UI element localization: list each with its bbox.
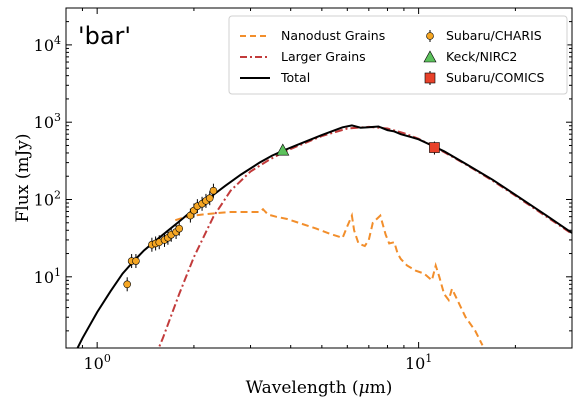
legend: Nanodust Grains Larger Grains Total Suba…: [228, 15, 568, 95]
data-point-subaru-charis: [175, 221, 184, 236]
data-point-subaru-charis: [205, 191, 214, 206]
series-line-nanodust-grains: [175, 207, 484, 346]
y-axis-label: Flux (mJy): [13, 134, 33, 223]
legend-marker-nirc2: [423, 50, 437, 63]
series-layer: [76, 124, 572, 348]
x-tick-label: 101: [405, 352, 432, 373]
legend-marker-charis: [426, 32, 434, 40]
data-point-subaru-charis: [209, 183, 218, 198]
y-tick-label: 103: [34, 111, 61, 132]
legend-label-nanodust: Nanodust Grains: [281, 28, 385, 43]
data-point-subaru-comics: [429, 141, 440, 155]
ticks-layer: 100 101 101 102 103 104: [34, 7, 573, 373]
data-point-subaru-charis: [132, 254, 140, 269]
legend-marker-comics: [424, 72, 436, 84]
series-line-larger-grains: [157, 125, 572, 348]
y-tick-label: 102: [34, 189, 61, 210]
legend-label-charis: Subaru/CHARIS: [446, 28, 542, 43]
panel-title: 'bar': [78, 22, 131, 50]
legend-label-total: Total: [280, 70, 310, 85]
y-tick-label: 101: [34, 266, 61, 287]
legend-label-larger-grains: Larger Grains: [281, 49, 366, 64]
plot-frame: [65, 7, 573, 349]
x-axis-label: Wavelength (μm): [246, 378, 393, 398]
x-tick-label: 100: [83, 352, 110, 373]
data-point-keck-nirc2: [276, 143, 290, 156]
series-line-total: [76, 124, 572, 348]
legend-box: [228, 15, 568, 95]
legend-label-comics: Subaru/COMICS: [446, 70, 544, 85]
y-tick-label: 104: [34, 34, 61, 55]
data-point-subaru-charis: [123, 277, 131, 292]
legend-label-nirc2: Keck/NIRC2: [446, 49, 517, 64]
